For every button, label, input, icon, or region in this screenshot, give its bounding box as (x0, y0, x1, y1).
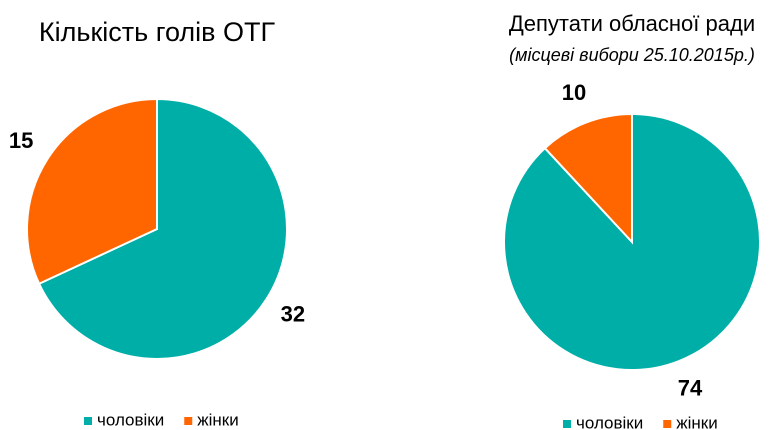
chart-title: Кількість голів ОТГ (39, 17, 276, 47)
pie-slice (37, 97, 288, 360)
pie-slice (543, 112, 633, 245)
legend-label: чоловіки (97, 410, 164, 429)
pie-slice (26, 97, 158, 286)
data-label: 10 (562, 80, 586, 105)
data-label: 32 (281, 302, 305, 327)
legend-label: жінки (676, 413, 717, 430)
chart-subtitle: (місцеві вибори 25.10.2015р.) (509, 45, 755, 65)
data-label: 15 (9, 128, 33, 153)
legend-swatch (184, 417, 193, 425)
legend-label: чоловіки (576, 413, 643, 430)
legend-label: жінки (197, 410, 238, 429)
legend-swatch (663, 420, 672, 428)
legend-swatch (84, 417, 92, 425)
legend-swatch (563, 420, 571, 428)
data-label: 74 (678, 376, 703, 401)
chart-title: Депутати обласної ради (509, 11, 755, 36)
